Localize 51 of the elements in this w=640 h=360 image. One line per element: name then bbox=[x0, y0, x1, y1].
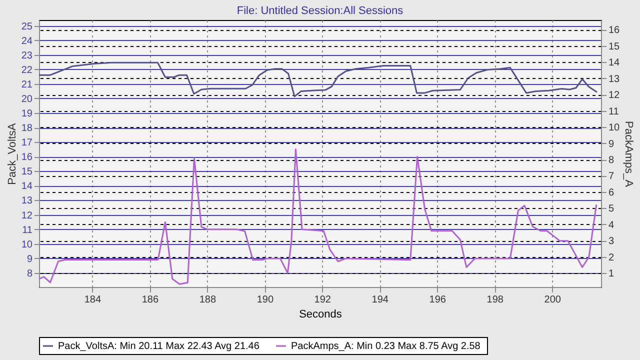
y2-tick-label: 13 bbox=[608, 74, 620, 85]
y2-tick-label: 11 bbox=[608, 106, 620, 118]
y2-tick-label: 1 bbox=[608, 268, 614, 280]
y-tick-label: 20 bbox=[21, 94, 33, 105]
y2-tick-label: 3 bbox=[608, 236, 614, 248]
y2-tick-label: 2 bbox=[608, 252, 614, 264]
y-tick-label: 21 bbox=[21, 79, 33, 90]
y-tick-label: 17 bbox=[21, 138, 33, 149]
y-tick-label: 25 bbox=[21, 21, 33, 32]
legend-label: PackAmps_A: Min 0.23 Max 8.75 Avg 2.58 bbox=[291, 341, 481, 352]
y2-axis-title: PackAmps_A bbox=[622, 120, 635, 188]
line-series bbox=[38, 62, 598, 98]
x-tick-label: 194 bbox=[372, 294, 389, 306]
y-tick-label: 16 bbox=[21, 152, 33, 164]
y2-tick-label: 14 bbox=[608, 58, 620, 69]
y2-tick-label: 12 bbox=[608, 90, 620, 102]
x-tick-label: 198 bbox=[486, 294, 504, 306]
x-tick-label: 184 bbox=[84, 294, 102, 306]
chart-title: File: Untitled Session:All Sessions bbox=[236, 5, 404, 17]
y-tick-label: 12 bbox=[21, 210, 33, 222]
x-tick-label: 192 bbox=[314, 294, 332, 306]
y2-tick-label: 8 bbox=[608, 155, 614, 166]
y-tick-label: 19 bbox=[21, 108, 33, 120]
y-tick-label: 14 bbox=[21, 181, 33, 192]
y-tick-label: 22 bbox=[21, 64, 33, 76]
y2-tick-label: 10 bbox=[608, 122, 620, 134]
y-tick-label: 18 bbox=[21, 123, 33, 134]
x-tick-label: 196 bbox=[429, 294, 446, 306]
y2-tick-label: 7 bbox=[608, 171, 614, 182]
y-tick-label: 23 bbox=[21, 50, 33, 62]
y2-tick-label: 16 bbox=[608, 25, 620, 36]
y-tick-label: 13 bbox=[21, 196, 33, 207]
x-tick-label: 186 bbox=[142, 294, 159, 306]
y2-tick-label: 5 bbox=[608, 204, 614, 215]
y-tick-label: 11 bbox=[22, 224, 33, 236]
y-tick-label: 8 bbox=[26, 268, 33, 280]
y2-tick-label: 6 bbox=[608, 187, 614, 198]
y-tick-label: 24 bbox=[21, 36, 33, 47]
y-tick-label: 15 bbox=[21, 166, 33, 178]
y2-tick-label: 9 bbox=[608, 138, 614, 150]
y2-tick-label: 4 bbox=[608, 220, 614, 231]
legend-label: Pack_VoltsA: Min 20.11 Max 22.43 Avg 21.46 bbox=[58, 341, 260, 352]
line-series bbox=[38, 148, 598, 285]
y2-tick-label: 15 bbox=[608, 41, 620, 52]
x-tick-label: 188 bbox=[199, 294, 216, 306]
x-axis-title: Seconds bbox=[299, 308, 342, 320]
y-tick-label: 9 bbox=[26, 254, 33, 265]
x-tick-label: 200 bbox=[544, 294, 562, 306]
x-tick-label: 190 bbox=[256, 294, 274, 306]
y-tick-label: 10 bbox=[21, 239, 33, 250]
y-axis-title: Pack_VoltsA bbox=[6, 122, 18, 185]
